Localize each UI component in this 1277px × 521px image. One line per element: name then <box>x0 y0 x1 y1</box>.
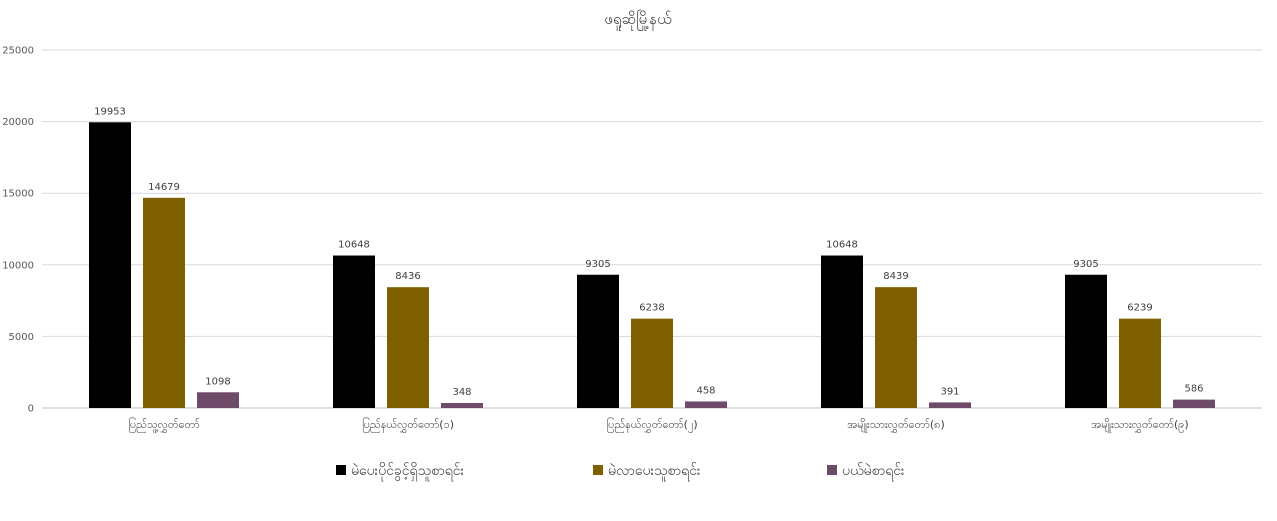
legend-label: ပယ်မဲစာရင်း <box>842 463 905 481</box>
x-tick-label: ပြည်သူ့လွှတ်တော် <box>128 417 200 433</box>
chart-title: ဖရူဆိုမြို့နယ် <box>604 9 671 31</box>
bar <box>1119 318 1161 408</box>
data-label: 458 <box>696 385 715 396</box>
bar <box>577 274 619 408</box>
data-label: 6239 <box>1127 303 1152 314</box>
data-label: 10648 <box>826 240 858 251</box>
y-tick-label: 5000 <box>9 332 34 343</box>
y-tick-label: 15000 <box>2 189 34 200</box>
data-label: 14679 <box>148 182 180 193</box>
bar <box>441 403 483 408</box>
bar <box>929 402 971 408</box>
bar <box>875 287 917 408</box>
legend-swatch <box>827 465 837 475</box>
legend-swatch <box>593 465 603 475</box>
bar <box>333 255 375 408</box>
data-label: 8439 <box>883 271 908 282</box>
data-label: 391 <box>940 386 959 397</box>
data-label: 348 <box>452 387 471 398</box>
y-tick-label: 10000 <box>2 260 34 271</box>
x-tick-label: အမျိုးသားလွှတ်တော်(၉) <box>1091 418 1188 433</box>
data-label: 1098 <box>205 376 230 387</box>
bar <box>1173 399 1215 408</box>
bar <box>685 401 727 408</box>
legend-swatch <box>336 465 346 475</box>
bar <box>631 318 673 408</box>
data-label: 9305 <box>1073 259 1098 270</box>
y-tick-label: 0 <box>28 404 34 415</box>
gridlines <box>42 49 1262 409</box>
bar <box>1065 274 1107 408</box>
legend-label: မဲပေးပိုင်ခွင့်ရှိသူစာရင်း <box>351 463 465 481</box>
x-tick-label: အမျိုးသားလွှတ်တော်(၈) <box>847 418 945 433</box>
bars: 19953 14679 1098 10648 8436 348 9305 6238 458 106… <box>89 106 1215 408</box>
y-tick-label: 25000 <box>2 46 34 57</box>
data-label: 9305 <box>585 259 610 270</box>
data-label: 19953 <box>94 106 126 117</box>
data-label: 6238 <box>639 303 664 314</box>
data-label: 586 <box>1184 384 1203 395</box>
bar <box>89 122 131 408</box>
legend-label: မဲလာပေးသူစာရင်း <box>608 463 701 481</box>
y-tick-label: 20000 <box>2 117 34 128</box>
y-axis-ticks: 0 5000 10000 15000 20000 25000 <box>2 46 34 415</box>
bar <box>821 255 863 408</box>
data-label: 10648 <box>338 240 370 251</box>
bar <box>197 392 239 408</box>
x-axis-ticks: ပြည်သူ့လွှတ်တော် ပြည်နယ်လွှတ်တော်(၁) ပြည်န… <box>128 417 1189 433</box>
bar <box>387 287 429 408</box>
x-tick-label: ပြည်နယ်လွှတ်တော်(၂) <box>606 417 697 433</box>
legend: မဲပေးပိုင်ခွင့်ရှိသူစာရင်း မဲလာပေးသူစာရင်… <box>336 463 905 481</box>
data-label: 8436 <box>395 271 420 282</box>
bar <box>143 197 185 408</box>
x-tick-label: ပြည်နယ်လွှတ်တော်(၁) <box>362 417 454 433</box>
